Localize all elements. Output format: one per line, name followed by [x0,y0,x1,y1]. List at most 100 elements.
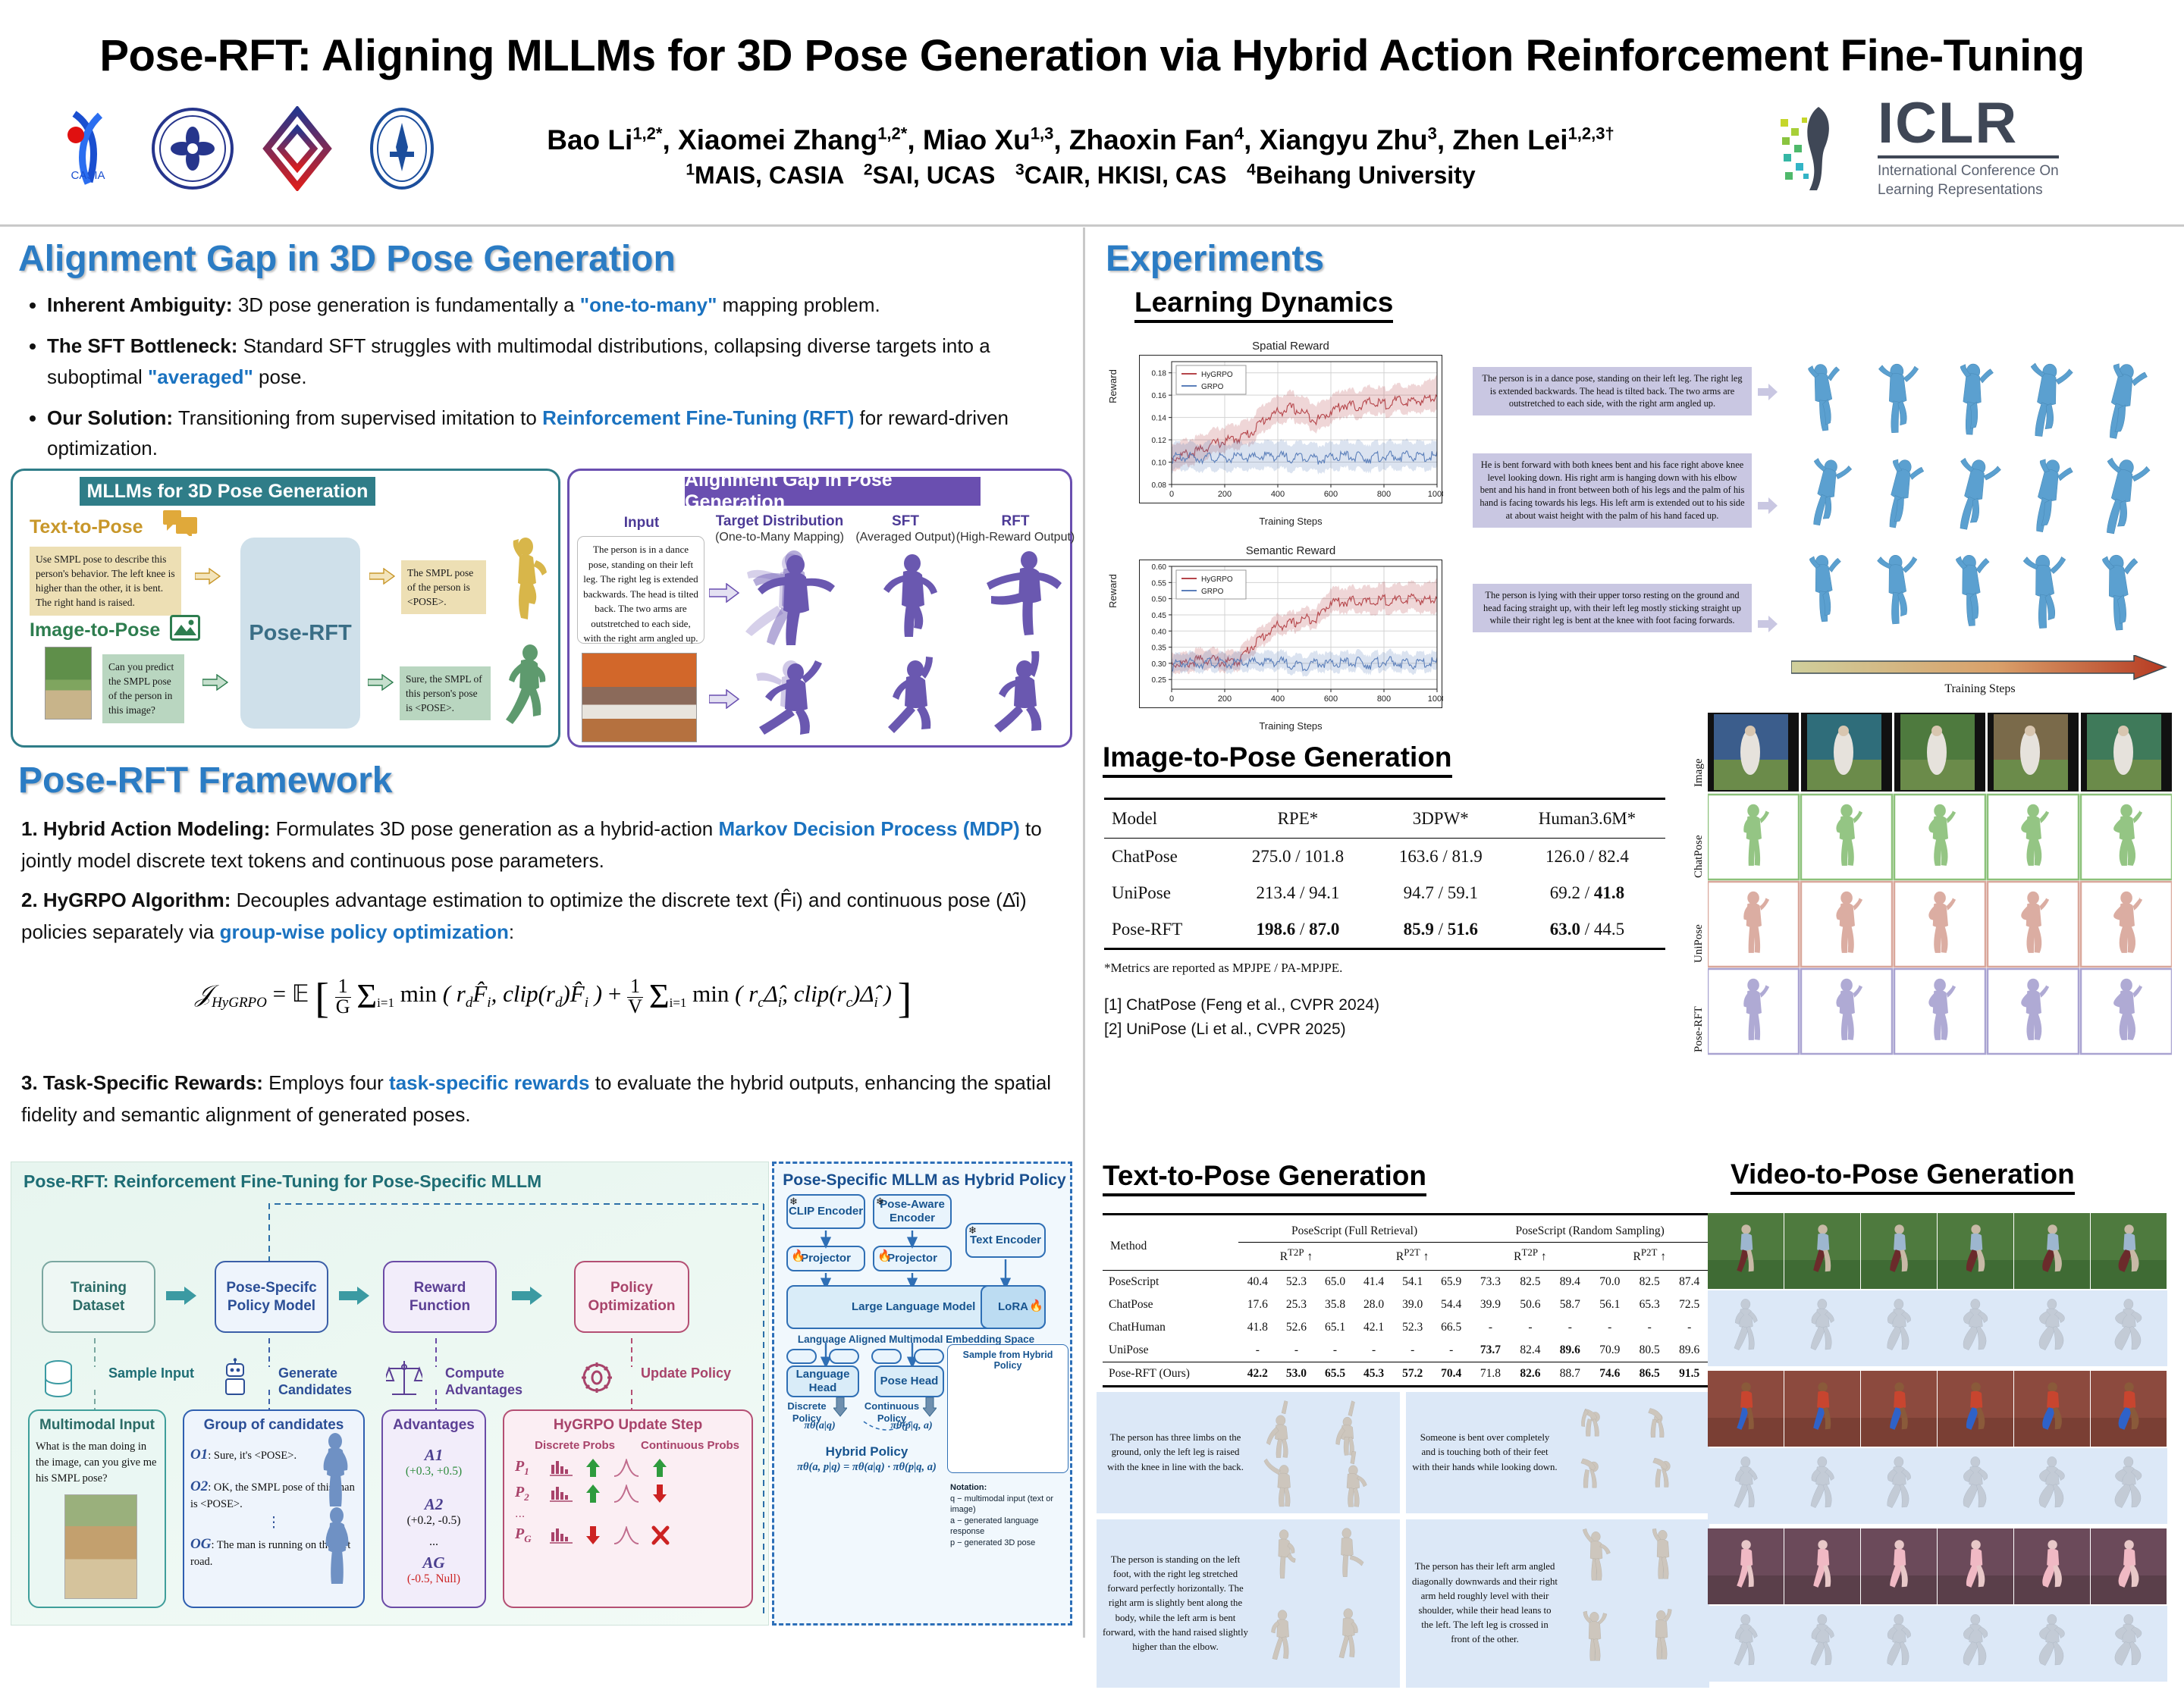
image-icon [170,615,200,641]
chart-title-semantic-reward: Semantic Reward [1245,544,1336,557]
txt-metric-0: RT2P ↑ [1279,1246,1313,1264]
arrow-down-icon-1 [833,1397,847,1417]
sample-panel-title: Sample from Hybrid Policy [962,1350,1053,1371]
training-steps-label: Training Steps [1944,682,2016,695]
section-title-alignment-gap: Alignment Gap in 3D Pose Generation [18,239,676,279]
table-row: PoseScript 40.4 52.3 65.0 41.4 54.1 65.9 73.3 82… [1109,1275,1700,1289]
pipeline-box-training-dataset: Training Dataset [42,1261,155,1333]
grid-row-label-unipose: UniPose [1693,924,1705,963]
notation-block: Notation: q − multimodal input (text or … [950,1482,1072,1548]
pose-rft-block: Pose-RFT [240,538,360,729]
flame-icon-3: 🔥 [1029,1300,1043,1312]
svg-text:200: 200 [1218,490,1232,499]
runner-photo [64,1494,137,1599]
text-example-1-poses [1263,1400,1367,1507]
grid-row-label-pose-rft: Pose-RFT [1693,1006,1705,1052]
training-steps-gradient-arrow [1791,655,2167,681]
pipeline-step-sample-input: Sample Input [108,1365,195,1381]
reference-1: [1] ChatPose (Feng et al., CVPR 2024) [1104,996,1380,1014]
text-example-2-poses [1580,1408,1671,1488]
svg-text:600: 600 [1324,490,1338,499]
pipeline-box-reward-function: Reward Function [383,1261,497,1333]
arrow-right-icon-p3 [512,1287,542,1305]
text-to-pose-prompt: Use SMPL pose to describe this person's … [30,547,181,616]
snowflake-icon-2: ❄ [876,1196,884,1207]
pipeline-title: Pose-RFT: Reinforcement Fine-Tuning for … [24,1171,542,1191]
arrow-right-icon-i2p-out [367,673,394,691]
img-col-1: RPE* [1277,809,1319,828]
hygrpo-row-P1: P1 [515,1458,745,1478]
figure-mllms-for-3d-pose: MLLMs for 3D Pose Generation Text-to-Pos… [11,469,560,748]
candidate-body-icon-2 [325,1507,349,1584]
pose-sft-dance [883,554,937,637]
image-to-pose-label: Image-to-Pose [30,619,161,641]
bullet-item-1: Inherent Ambiguity: 3D pose generation i… [47,290,1064,320]
token-box-1 [786,1349,817,1364]
table-row: ChatHuman 41.8 52.6 65.1 42.1 52.3 66.5- - - - - - [1109,1321,1692,1334]
arrow-down-icon-2 [923,1397,937,1417]
card-group-of-candidates: Group of candidates O1: Sure, it's <POSE… [183,1409,365,1608]
pose-aware-encoder-box: Pose-Aware Encoder [873,1194,952,1229]
embedding-space-label: Language Aligned Multimodal Embedding Sp… [797,1334,1035,1345]
img-col-0: Model [1112,809,1158,828]
pose-description-2: He is bent forward with both knees bent … [1473,453,1752,528]
img-col-3: Human3.6M* [1538,809,1636,828]
chart-title-spatial-reward: Spatial Reward [1252,340,1329,353]
figure-mllms-caption: MLLMs for 3D Pose Generation [80,477,375,506]
svg-text:0.55: 0.55 [1152,579,1167,588]
svg-text:600: 600 [1324,694,1338,704]
pose-sft-run [888,657,933,733]
text-example-4-text: The person has their left arm angled dia… [1412,1561,1558,1645]
hybrid-policy-eq-title: Hybrid Policy [825,1444,908,1459]
text-example-1-text: The person has three limbs on the ground… [1107,1432,1244,1472]
text-example-3-text: The person is standing on the left foot,… [1103,1553,1248,1652]
snowflake-icon-3: ❄ [968,1224,977,1236]
sample-from-hybrid-policy-panel: Sample from Hybrid Policy Discrete Text … [947,1344,1238,1644]
arrow-right-icon-row2 [708,688,740,710]
arrow-right-icon-i2p-in [202,673,229,691]
hybrid-policy-panel: Pose-Specific MLLM as Hybrid Policy CLIP… [772,1162,1238,1644]
image-to-pose-table: Model RPE* 3DPW* Human3.6M* ChatPose 275.0 / … [1104,798,1665,950]
svg-text:1000: 1000 [1428,490,1443,499]
notation-title: Notation: [950,1483,987,1492]
iclr-tagline-1: International Conference On [1878,162,2059,179]
text-example-3-poses [1271,1528,1364,1660]
svg-text:CASIA: CASIA [71,169,105,182]
txt-metric-1: RP2T ↑ [1395,1246,1429,1264]
chart0-xlabel: Training Steps [1259,516,1323,527]
svg-text:1000: 1000 [1428,694,1443,704]
section-title-experiments: Experiments [1106,239,1325,279]
card-multimodal-input: Multimodal Input What is the man doing i… [28,1409,166,1608]
references: [1] ChatPose (Feng et al., CVPR 2024) [2… [1104,993,1379,1041]
svg-text:0.10: 0.10 [1152,459,1167,468]
candidate-item-g: OG: The man is running on the dirt road. [190,1535,351,1569]
iclr-wordmark: ICLR International Conference On Learnin… [1878,94,2059,200]
figure-pose-rft-pipeline: Pose-RFT: Reinforcement Fine-Tuning for … [11,1162,1238,1644]
hygrpo-row-PG: PG [515,1525,745,1545]
chart0-ylabel: Reward [1107,369,1119,403]
card-hygrpo-update: HyGRPO Update Step Discrete Probs Contin… [503,1409,753,1608]
pipeline-box-policy-optimization: Policy Optimization [574,1261,689,1333]
table-row: Pose-RFT 198.6 / 87.0 85.9 / 51.6 63.0 / 44… [1112,920,1625,939]
smpl-body-yellow-icon [513,538,547,619]
image-table-footnote: *Metrics are reported as MPJPE / PA-MPJP… [1104,961,1343,975]
column-head-input: Input [623,515,660,531]
continuous-policy-label: Continuous Policy [864,1400,920,1424]
svg-text:GRPO: GRPO [1201,588,1224,596]
pipeline-step-compute-advantages: Compute Advantages [445,1365,523,1397]
scales-icon [386,1361,422,1395]
txt-metric-2: RT2P ↑ [1514,1246,1547,1264]
svg-text:HyGRPO: HyGRPO [1201,371,1233,379]
notation-line-3: p − generated 3D pose [950,1538,1036,1547]
text-example-1: The person has three limbs on the ground… [1097,1392,1400,1513]
candidate-item-1: O1: Sure, it's <POSE>. [190,1447,297,1463]
gear-icon [582,1362,612,1393]
advantage-item-1: A1 (+0.3, +0.5) [405,1446,463,1478]
svg-text:0.45: 0.45 [1152,612,1167,620]
chart1-ylabel: Reward [1107,574,1119,608]
txt-group-1: PoseScript (Full Retrieval) [1238,1214,1471,1243]
pipeline-step-update-policy: Update Policy [641,1365,732,1381]
robot-icon [225,1358,245,1395]
img-col-2: 3DPW* [1412,809,1469,828]
hygrpo-ellipsis: ... [515,1507,526,1520]
